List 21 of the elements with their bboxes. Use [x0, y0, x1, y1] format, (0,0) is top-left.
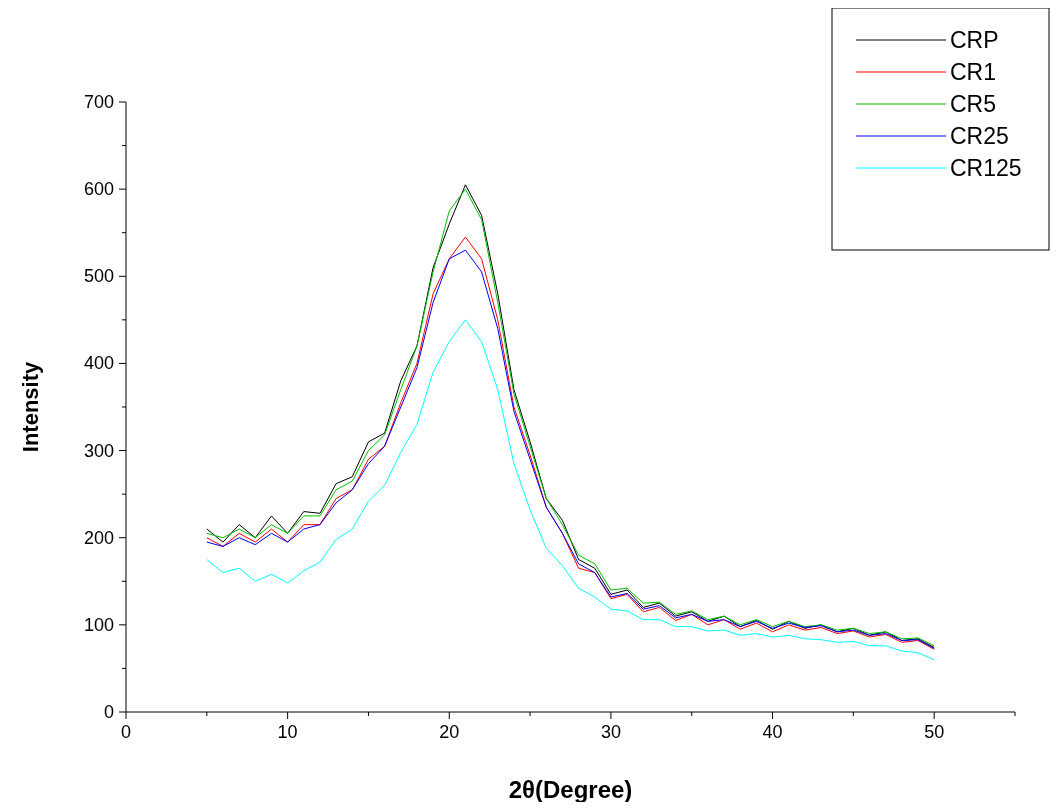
legend-label: CR25 — [950, 123, 1009, 149]
y-tick-label: 600 — [83, 179, 114, 200]
y-tick-label: 400 — [83, 353, 114, 374]
y-tick-label: 500 — [83, 266, 114, 287]
y-tick-label: 100 — [83, 614, 114, 635]
legend-label: CR5 — [950, 91, 997, 117]
y-tick-label: 700 — [83, 92, 114, 112]
y-tick-label: 0 — [103, 702, 114, 722]
x-tick-label: 0 — [120, 722, 132, 742]
x-tick-label: 20 — [439, 722, 460, 742]
legend-label: CR1 — [950, 59, 997, 85]
line-series — [206, 319, 935, 661]
x-tick-label: 30 — [600, 722, 621, 742]
y-axis-title: Intensity — [18, 361, 43, 453]
x-tick-label: 10 — [277, 722, 298, 742]
x-tick-label: 50 — [924, 722, 945, 742]
y-tick-label: 300 — [83, 440, 114, 461]
legend-label: CR125 — [950, 155, 1022, 181]
legend-label: CRP — [950, 27, 999, 53]
x-tick-label: 40 — [762, 722, 783, 742]
y-tick-label: 200 — [83, 527, 114, 548]
